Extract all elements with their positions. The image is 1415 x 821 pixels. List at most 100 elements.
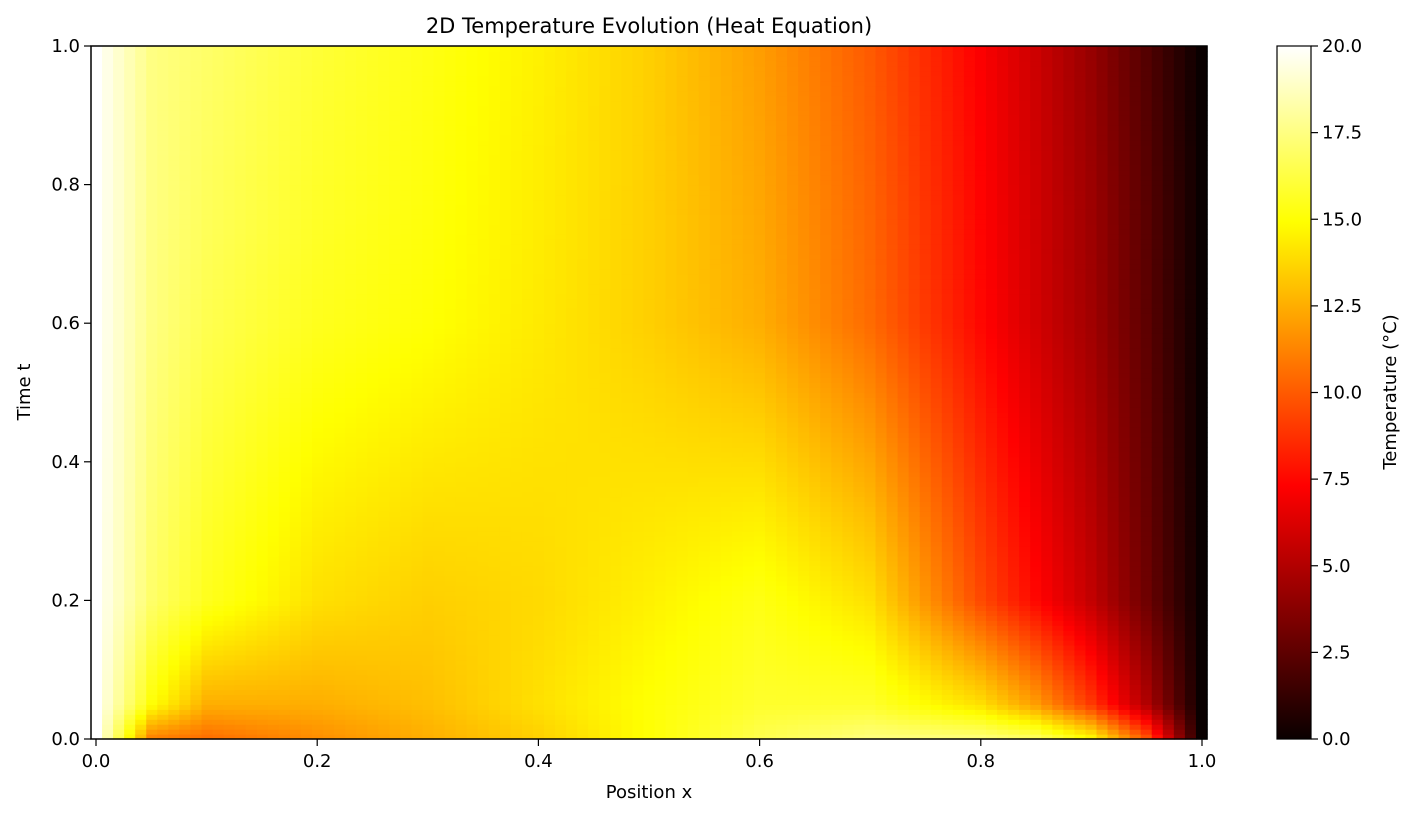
- heatmap-cell: [378, 367, 390, 374]
- heatmap-cell: [168, 481, 180, 488]
- heatmap-cell: [389, 377, 401, 384]
- heatmap-cell: [245, 248, 258, 255]
- heatmap-cell: [190, 224, 203, 230]
- heatmap-cell: [278, 704, 291, 710]
- heatmap-cell: [378, 377, 390, 384]
- heatmap-cell: [345, 75, 357, 82]
- heatmap-cell: [234, 323, 247, 329]
- heatmap-cell: [378, 442, 390, 448]
- heatmap-cell: [212, 224, 225, 230]
- heatmap-cell: [466, 75, 479, 82]
- heatmap-cell: [323, 615, 335, 621]
- heatmap-cell: [378, 75, 390, 82]
- heatmap-cell: [91, 640, 103, 646]
- heatmap-cell: [411, 333, 424, 339]
- heatmap-cell: [411, 432, 424, 438]
- heatmap-cell: [367, 258, 379, 265]
- heatmap-cell: [300, 427, 313, 433]
- heatmap-cell: [411, 318, 424, 324]
- heatmap-cell: [267, 605, 280, 611]
- heatmap-cell: [455, 283, 468, 290]
- heatmap-cell: [179, 189, 192, 196]
- heatmap-cell: [289, 625, 302, 631]
- heatmap-cell: [411, 253, 424, 260]
- heatmap-cell: [179, 179, 192, 186]
- heatmap-cell: [455, 679, 468, 686]
- heatmap-cell: [190, 70, 203, 77]
- heatmap-cell: [311, 347, 324, 354]
- heatmap-cell: [124, 308, 136, 314]
- heatmap-cell: [433, 219, 446, 225]
- heatmap-cell: [477, 456, 490, 463]
- heatmap-cell: [157, 268, 169, 275]
- heatmap-cell: [455, 466, 468, 473]
- heatmap-cell: [477, 640, 490, 646]
- heatmap-cell: [289, 674, 302, 681]
- heatmap-cell: [334, 570, 346, 577]
- heatmap-cell: [345, 719, 357, 725]
- heatmap-cell: [157, 437, 169, 443]
- heatmap-cell: [135, 536, 147, 542]
- heatmap-cell: [367, 288, 379, 295]
- heatmap-cell: [190, 570, 203, 577]
- heatmap-cell: [334, 526, 346, 532]
- heatmap-cell: [289, 531, 302, 537]
- heatmap-cell: [345, 333, 357, 339]
- heatmap-cell: [378, 149, 390, 156]
- heatmap-cell: [256, 159, 269, 166]
- heatmap-cell: [223, 674, 236, 681]
- heatmap-cell: [190, 323, 203, 329]
- heatmap-cell: [444, 521, 457, 527]
- heatmap-cell: [91, 179, 103, 186]
- heatmap-cell: [102, 318, 114, 324]
- heatmap-cell: [378, 323, 390, 329]
- heatmap-cell: [433, 120, 446, 126]
- heatmap-cell: [422, 635, 435, 641]
- heatmap-cell: [234, 565, 247, 572]
- heatmap-cell: [102, 90, 114, 97]
- heatmap-cell: [256, 714, 269, 720]
- heatmap-cell: [345, 427, 357, 433]
- heatmap-cell: [289, 234, 302, 240]
- heatmap-cell: [146, 130, 158, 136]
- heatmap-cell: [422, 85, 435, 92]
- heatmap-cell: [234, 625, 247, 631]
- heatmap-cell: [91, 377, 103, 384]
- heatmap-cell: [223, 422, 236, 428]
- heatmap-cell: [477, 555, 490, 562]
- heatmap-cell: [356, 570, 368, 577]
- heatmap-cell: [91, 669, 103, 676]
- heatmap-cell: [146, 417, 158, 423]
- heatmap-cell: [234, 70, 247, 77]
- heatmap-cell: [422, 481, 435, 488]
- heatmap-cell: [334, 110, 346, 116]
- heatmap-cell: [168, 432, 180, 438]
- heatmap-cell: [146, 189, 158, 196]
- heatmap-cell: [168, 664, 180, 671]
- heatmap-cell: [256, 283, 269, 290]
- heatmap-cell: [289, 704, 302, 710]
- heatmap-cell: [190, 115, 203, 121]
- heatmap-cell: [146, 258, 158, 265]
- heatmap-cell: [345, 149, 357, 156]
- heatmap-cell: [367, 362, 379, 369]
- heatmap-cell: [400, 229, 413, 235]
- heatmap-cell: [334, 550, 346, 557]
- heatmap-cell: [113, 729, 125, 735]
- heatmap-cell: [91, 521, 103, 527]
- heatmap-cell: [422, 451, 435, 458]
- heatmap-cell: [212, 244, 225, 250]
- heatmap-cell: [289, 278, 302, 285]
- heatmap-cell: [400, 476, 413, 483]
- heatmap-cell: [113, 724, 125, 730]
- heatmap-cell: [334, 194, 346, 201]
- heatmap-cell: [378, 298, 390, 304]
- heatmap-cell: [267, 555, 280, 562]
- heatmap-cell: [113, 402, 125, 408]
- heatmap-cell: [223, 258, 236, 265]
- heatmap-cell: [334, 105, 346, 111]
- heatmap-cell: [311, 471, 324, 478]
- heatmap-cell: [223, 461, 236, 468]
- heatmap-cell: [146, 595, 158, 601]
- heatmap-cell: [389, 219, 401, 225]
